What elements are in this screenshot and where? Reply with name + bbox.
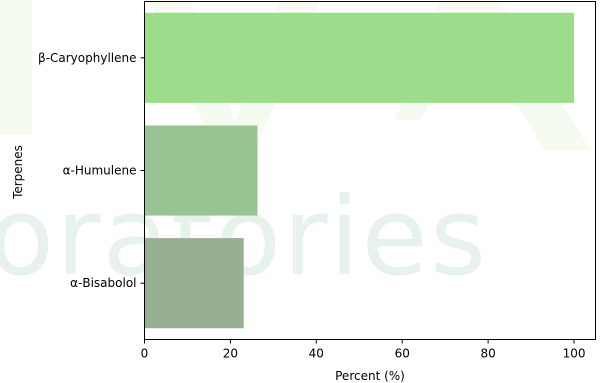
- y-tick-label: α-Humulene: [63, 164, 137, 178]
- x-tick-label: 100: [563, 347, 586, 361]
- x-tick-label: 40: [309, 347, 324, 361]
- y-tick-label: α-Bisabolol: [70, 276, 136, 290]
- x-tick-label: 0: [141, 347, 149, 361]
- x-axis-label: Percent (%): [335, 369, 405, 383]
- y-tick-label: β-Caryophyllene: [38, 51, 136, 65]
- x-axis-ticks: 0 20 40 60 80 100: [141, 339, 586, 361]
- bar-1: [144, 125, 258, 216]
- x-tick-label: 20: [223, 347, 238, 361]
- x-tick-label: 80: [480, 347, 495, 361]
- y-axis-label: Terpenes: [11, 145, 25, 200]
- plot-area: [144, 12, 575, 329]
- x-tick-label: 60: [395, 347, 410, 361]
- bar-0: [144, 12, 575, 103]
- bar-2: [144, 238, 244, 329]
- y-axis-ticks: β-Caryophyllene α-Humulene α-Bisabolol: [38, 51, 145, 290]
